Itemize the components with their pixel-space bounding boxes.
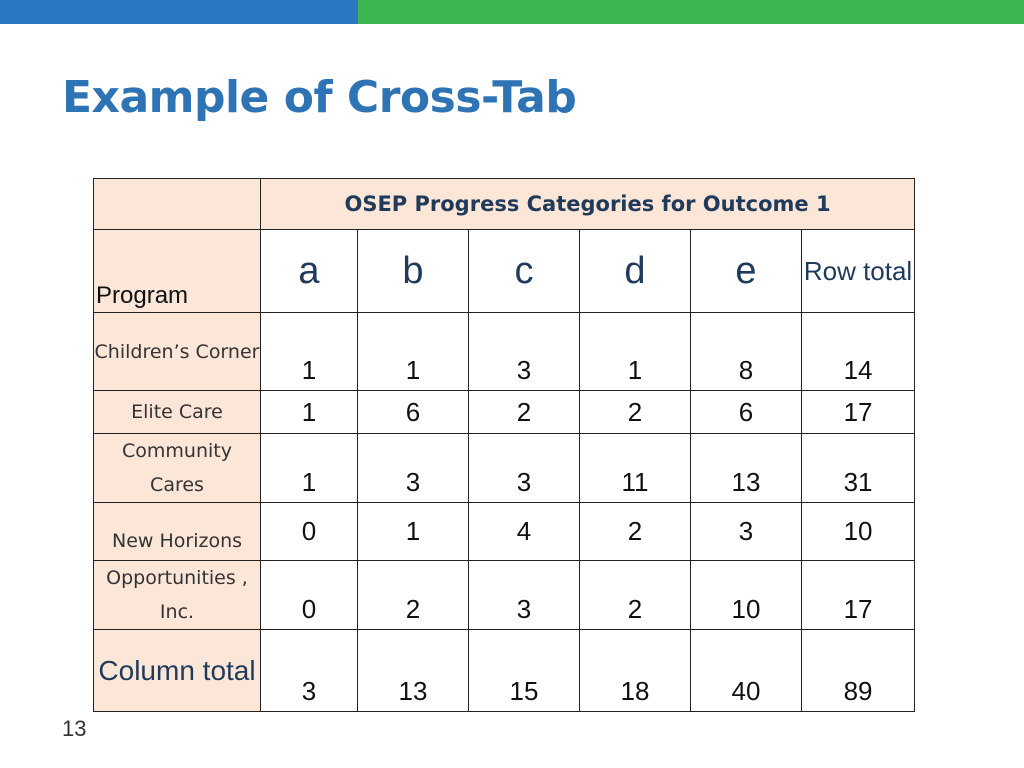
group-header: OSEP Progress Categories for Outcome 1 — [259, 178, 916, 230]
cell-value: 3 — [357, 433, 469, 503]
cell-value: 6 — [357, 390, 469, 434]
cell-value: 4 — [468, 502, 580, 561]
cell-value: 2 — [579, 502, 691, 561]
cell-value: 6 — [690, 390, 802, 434]
cell-value: 2 — [357, 560, 469, 630]
program-name: Community Cares — [93, 433, 261, 503]
table-header-row-categories: Program a b c d e Row total — [93, 229, 916, 313]
column-total-value: 40 — [690, 629, 802, 712]
table-row: Children’s Corner 1 1 3 1 8 14 — [93, 312, 916, 391]
table-row: New Horizons 0 1 4 2 3 10 — [93, 502, 916, 561]
cell-value: 2 — [579, 390, 691, 434]
cell-value: 1 — [357, 312, 469, 391]
category-header-e: e — [690, 229, 802, 313]
row-total-header: Row total — [800, 229, 916, 313]
cell-value: 1 — [260, 312, 358, 391]
cell-value: 3 — [468, 560, 580, 630]
cell-value: 10 — [690, 560, 802, 630]
table-header-row-group: OSEP Progress Categories for Outcome 1 — [93, 178, 916, 230]
column-total-label: Column total — [93, 629, 261, 712]
program-name: Children’s Corner — [93, 312, 261, 391]
column-total-row: Column total 3 13 15 18 40 89 — [93, 629, 916, 712]
cell-value: 8 — [690, 312, 802, 391]
category-header-d: d — [579, 229, 691, 313]
cell-value: 11 — [579, 433, 691, 503]
cell-value: 0 — [260, 560, 358, 630]
slide-number: 13 — [62, 716, 87, 741]
category-header-a: a — [260, 229, 358, 313]
cell-value: 13 — [690, 433, 802, 503]
column-total-value: 3 — [260, 629, 358, 712]
cell-value: 3 — [468, 312, 580, 391]
row-total-value: 17 — [800, 560, 916, 630]
program-header: Program — [93, 229, 261, 313]
column-total-value: 18 — [579, 629, 691, 712]
grand-total-value: 89 — [800, 629, 916, 712]
program-name: Elite Care — [93, 390, 261, 434]
cell-value: 1 — [260, 390, 358, 434]
cell-value: 1 — [579, 312, 691, 391]
table-row: Opportunities , Inc. 0 2 3 2 10 17 — [93, 560, 916, 630]
program-name: New Horizons — [93, 502, 261, 561]
table-corner-cell — [93, 178, 261, 230]
row-total-value: 10 — [800, 502, 916, 561]
category-header-c: c — [468, 229, 580, 313]
top-accent-bar-blue — [0, 0, 358, 24]
cell-value: 0 — [260, 502, 358, 561]
cell-value: 1 — [357, 502, 469, 561]
row-total-value: 17 — [800, 390, 916, 434]
cell-value: 1 — [260, 433, 358, 503]
cross-tab-table: OSEP Progress Categories for Outcome 1 P… — [93, 178, 916, 712]
table-row: Community Cares 1 3 3 11 13 31 — [93, 433, 916, 503]
program-name: Opportunities , Inc. — [93, 560, 261, 630]
cell-value: 3 — [690, 502, 802, 561]
top-accent-bar-green — [358, 0, 1024, 24]
slide-title: Example of Cross-Tab — [62, 72, 577, 123]
table-row: Elite Care 1 6 2 2 6 17 — [93, 390, 916, 434]
cell-value: 3 — [468, 433, 580, 503]
column-total-value: 15 — [468, 629, 580, 712]
column-total-value: 13 — [357, 629, 469, 712]
row-total-value: 14 — [800, 312, 916, 391]
cell-value: 2 — [579, 560, 691, 630]
category-header-b: b — [357, 229, 469, 313]
row-total-value: 31 — [800, 433, 916, 503]
cell-value: 2 — [468, 390, 580, 434]
